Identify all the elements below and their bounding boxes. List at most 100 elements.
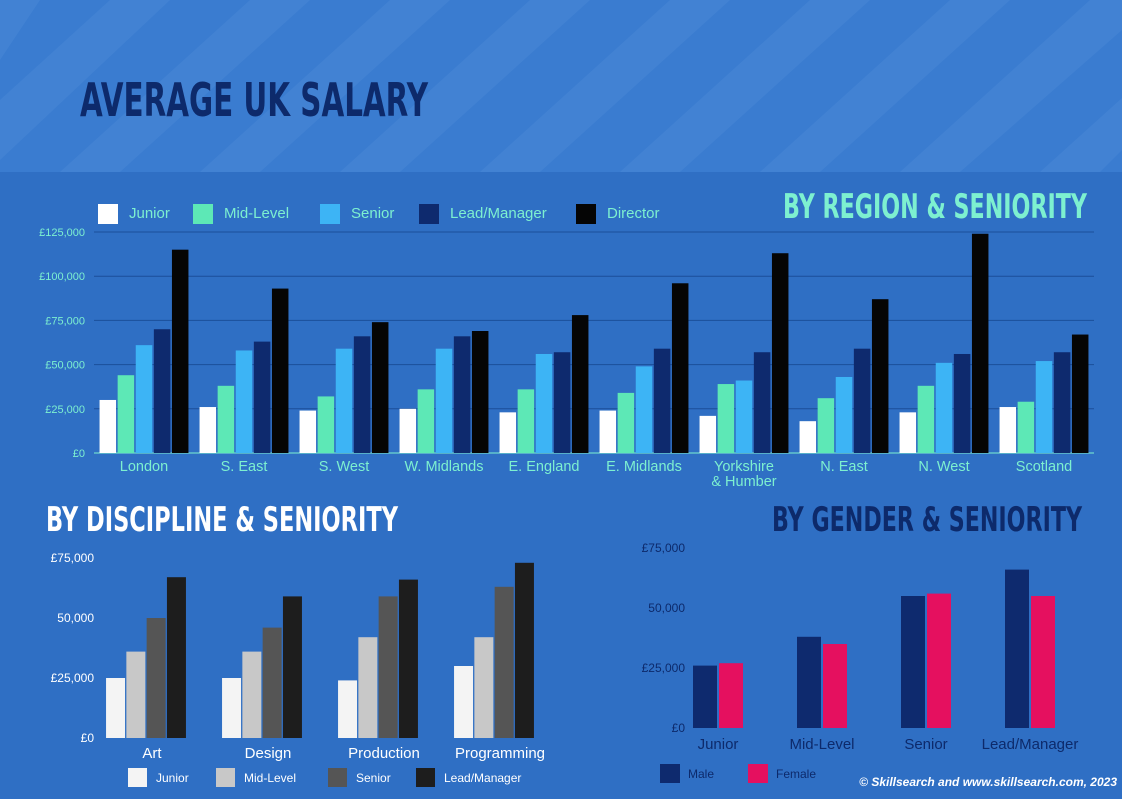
region-bar-mid-level [917,385,935,453]
gender-bar-female [927,593,951,728]
region-bar-mid-level [217,385,235,453]
region-bar-mid-level [1017,401,1035,453]
region-legend-swatch-lead-manager [419,204,439,224]
region-bar-junior [999,407,1017,453]
region-y-tick: £125,000 [39,227,85,239]
region-category-label: E. Midlands [606,459,682,475]
region-bar-director [871,299,889,453]
region-bar-junior [899,412,917,453]
region-bar-senior [635,366,653,453]
region-bar-senior [1035,361,1053,453]
region-y-tick: £0 [73,448,85,460]
gender-chart-title: BY GENDER & SENIORITY [772,500,1082,540]
discipline-bar-senior [262,627,282,738]
region-category-label: E. England [509,459,580,475]
region-category-label: Scotland [1016,459,1072,475]
region-bar-lead-manager [253,341,271,453]
region-bar-junior [99,399,117,453]
region-bar-junior [599,410,617,453]
region-bar-lead-manager [453,336,471,453]
discipline-bar-senior [378,596,398,738]
gender-y-tick: 50,000 [648,601,685,615]
region-bar-lead-manager [553,352,571,453]
region-category-label: N. East [820,459,868,475]
gender-y-tick: £0 [672,721,686,735]
discipline-y-tick: 50,000 [57,611,94,625]
discipline-bar-lead-manager [282,596,302,738]
region-legend-swatch-junior [98,204,118,224]
discipline-legend-swatch-senior [328,768,347,787]
region-bar-lead-manager [953,353,971,453]
region-bar-mid-level [617,392,635,453]
region-bar-mid-level [417,389,435,453]
region-bar-mid-level [817,398,835,453]
gender-y-tick: £25,000 [642,661,686,675]
discipline-y-tick: £0 [81,731,95,745]
discipline-y-tick: £25,000 [51,671,95,685]
region-bar-senior [835,376,853,453]
region-legend-label: Junior [129,205,170,222]
region-bar-senior [435,348,453,453]
region-bar-lead-manager [153,329,171,453]
region-bar-junior [699,415,717,453]
discipline-legend-label: Lead/Manager [444,771,521,785]
region-bar-lead-manager [653,348,671,453]
region-legend-label: Senior [351,205,394,222]
region-bar-junior [199,407,217,453]
region-bar-lead-manager [753,352,771,453]
region-bar-lead-manager [353,336,371,453]
discipline-bar-junior [338,680,358,738]
region-bar-mid-level [517,389,535,453]
discipline-legend-label: Junior [156,771,189,785]
discipline-legend-swatch-lead-manager [416,768,435,787]
discipline-bar-mid-level [358,637,378,738]
region-bar-director [171,249,189,453]
gender-bar-male [797,636,821,728]
gender-legend-swatch-male [660,764,680,783]
page-title: AVERAGE UK SALARY [80,73,428,127]
region-legend-swatch-senior [320,204,340,224]
region-bar-mid-level [317,396,335,453]
discipline-category-label: Production [348,745,420,762]
region-bar-lead-manager [853,348,871,453]
region-bar-director [571,315,589,453]
discipline-legend-label: Senior [356,771,391,785]
gender-legend-swatch-female [748,764,768,783]
region-y-tick: £100,000 [39,271,85,283]
discipline-bar-junior [106,678,126,738]
region-bar-mid-level [717,384,735,453]
region-bar-director [471,331,489,453]
gender-bar-male [693,665,717,728]
discipline-chart-title: BY DISCIPLINE & SENIORITY [46,500,398,540]
region-chart: £0 £25,000 £50,000 £75,000 £100,000 £125,000 L… [39,204,1094,490]
region-legend-swatch-director [576,204,596,224]
region-category-label: N. West [918,459,969,475]
region-bar-junior [399,408,417,453]
region-chart-title: BY REGION & SENIORITY [783,187,1087,227]
region-category-label: S. East [221,459,268,475]
gender-chart: £0 £25,000 50,000 £75,000 Junior Mid-Level Sen… [642,541,1078,783]
discipline-bar-lead-manager [166,577,186,738]
region-bar-mid-level [117,375,135,453]
region-bar-director [971,233,989,453]
copyright-text: © Skillsearch and www.skillsearch.com, 2… [859,775,1117,789]
discipline-bar-lead-manager [514,562,534,738]
region-legend-label: Lead/Manager [450,205,547,222]
region-bar-senior [735,380,753,453]
region-legend-label: Mid-Level [224,205,289,222]
discipline-category-label: Design [245,745,292,762]
gender-y-tick: £75,000 [642,541,686,555]
region-y-tick: £75,000 [45,315,85,327]
discipline-bar-senior [494,586,514,738]
gender-legend-label: Female [776,767,816,781]
gender-category-label: Senior [904,736,947,753]
region-category-label: W. Midlands [405,459,484,475]
region-legend-label: Director [607,205,660,222]
region-bar-senior [535,353,553,453]
region-legend-swatch-mid-level [193,204,213,224]
gender-bar-female [719,663,743,728]
gender-bar-male [901,596,925,728]
region-bar-director [1071,334,1089,453]
region-bar-junior [299,410,317,453]
